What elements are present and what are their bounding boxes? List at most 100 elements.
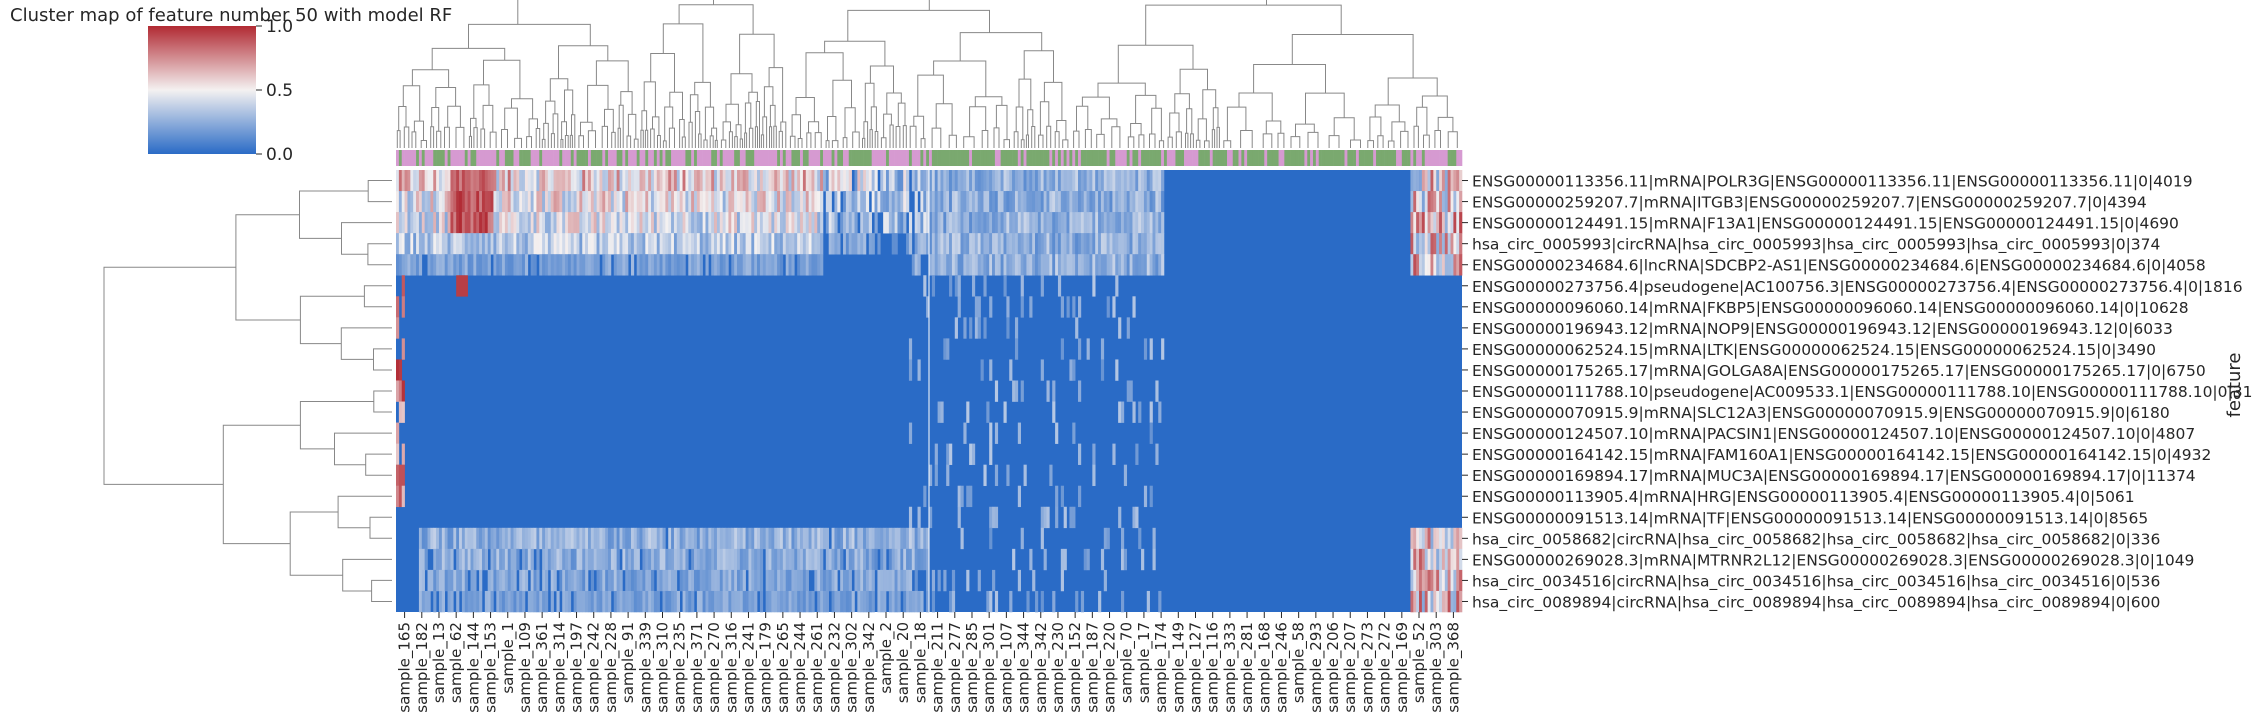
heatmap-cell	[1456, 254, 1460, 276]
heatmap-cell	[774, 212, 778, 234]
heatmap-cell	[585, 191, 589, 213]
heatmap-cell	[1103, 527, 1107, 550]
heatmap-cell	[874, 170, 878, 192]
heatmap-cell	[977, 170, 981, 192]
heatmap-cell	[1060, 548, 1064, 571]
column-annotation-cell	[911, 150, 915, 166]
heatmap-cell	[1006, 233, 1010, 255]
heatmap-cell	[814, 569, 818, 592]
heatmap-cell	[476, 191, 480, 213]
heatmap-cell	[754, 212, 758, 234]
heatmap-cell	[920, 170, 924, 192]
heatmap-cell	[825, 569, 830, 592]
heatmap-cell	[874, 191, 878, 213]
heatmap-cell	[843, 590, 847, 613]
column-dendrogram-link	[617, 127, 621, 148]
heatmap-cell	[734, 548, 738, 571]
heatmap-cell	[1419, 233, 1423, 255]
heatmap-cell	[719, 569, 723, 592]
column-annotation-cell	[894, 150, 898, 166]
heatmap-cell	[450, 170, 454, 192]
column-annotation-cell	[436, 150, 440, 166]
heatmap-cell	[1413, 233, 1417, 255]
heatmap-cell	[696, 212, 701, 234]
column-annotation-cell	[1367, 150, 1371, 166]
heatmap-cell	[464, 527, 468, 550]
heatmap-cell	[1063, 548, 1067, 571]
heatmap-cell	[1017, 212, 1021, 234]
column-annotation-cell	[1014, 150, 1019, 166]
heatmap-cell	[499, 233, 503, 255]
heatmap-cell	[570, 569, 574, 592]
column-annotation-cell	[1186, 150, 1191, 166]
heatmap-cell	[430, 233, 434, 255]
heatmap-cell	[696, 170, 701, 192]
heatmap-cell	[616, 170, 620, 192]
heatmap-cell	[1126, 191, 1130, 213]
heatmap-cell	[507, 233, 511, 255]
heatmap-cell	[903, 548, 907, 571]
heatmap-cell	[702, 548, 706, 571]
heatmap-cell	[576, 191, 580, 213]
heatmap-cell	[960, 170, 964, 192]
column-annotation-cell	[424, 150, 428, 166]
heatmap-cell	[1416, 527, 1420, 550]
heatmap-cell	[943, 170, 947, 192]
heatmap-cell	[734, 212, 738, 234]
heatmap-cell	[728, 569, 732, 592]
heatmap-cell	[725, 191, 729, 213]
heatmap-cell	[493, 527, 497, 550]
heatmap-cell	[470, 170, 474, 192]
heatmap-cell	[1017, 569, 1021, 592]
heatmap-cell	[874, 548, 878, 571]
heatmap-cell	[1436, 548, 1440, 571]
column-dendrogram-link	[543, 122, 549, 148]
heatmap-cell	[490, 170, 494, 192]
heatmap-cell	[659, 569, 663, 592]
column-annotation-cell	[828, 150, 832, 166]
column-annotation-cell	[559, 150, 563, 166]
heatmap-cell	[519, 254, 523, 276]
column-annotation-cell	[1249, 150, 1254, 166]
heatmap-cell	[1057, 212, 1062, 234]
heatmap-cell	[1072, 296, 1076, 318]
heatmap-cell	[840, 527, 844, 550]
column-annotation-cell	[605, 150, 609, 166]
column-annotation-cell	[1078, 150, 1082, 166]
heatmap-cell	[728, 170, 732, 192]
column-label: sample_302	[843, 622, 862, 713]
heatmap-cell	[507, 548, 511, 571]
heatmap-cell	[759, 191, 764, 213]
column-dendrogram-link	[920, 138, 926, 148]
heatmap-cell	[470, 233, 474, 255]
column-dendrogram-link	[1149, 133, 1156, 148]
heatmap-cell	[696, 527, 701, 550]
column-annotation-cell	[547, 150, 552, 166]
heatmap-cell	[479, 569, 483, 592]
heatmap-cell	[974, 212, 979, 234]
heatmap-cell	[1138, 212, 1142, 234]
heatmap-cell	[691, 527, 695, 550]
heatmap-cell	[1459, 590, 1463, 613]
heatmap-cell	[1132, 212, 1136, 234]
heatmap-cell	[550, 590, 554, 613]
heatmap-cell	[1109, 254, 1113, 276]
heatmap-cell	[585, 212, 589, 234]
heatmap-cell	[476, 212, 480, 234]
heatmap-cell	[1146, 170, 1150, 192]
heatmap-cell	[1419, 212, 1423, 234]
heatmap-cell	[441, 254, 446, 276]
heatmap-cell	[1439, 170, 1443, 192]
heatmap-cell	[659, 212, 663, 234]
heatmap-cell	[613, 590, 617, 613]
heatmap-cell	[530, 212, 534, 234]
heatmap-cell	[1444, 233, 1448, 255]
heatmap-cell	[954, 212, 958, 234]
heatmap-cell	[971, 443, 976, 465]
heatmap-cell	[1416, 590, 1420, 613]
row-label: ENSG00000124491.15|mRNA|F13A1|ENSG000001…	[1472, 215, 2179, 233]
heatmap-cell	[891, 212, 895, 234]
heatmap-cell	[427, 212, 431, 234]
heatmap-cell	[1066, 296, 1070, 318]
column-annotation-cell	[1195, 150, 1199, 166]
